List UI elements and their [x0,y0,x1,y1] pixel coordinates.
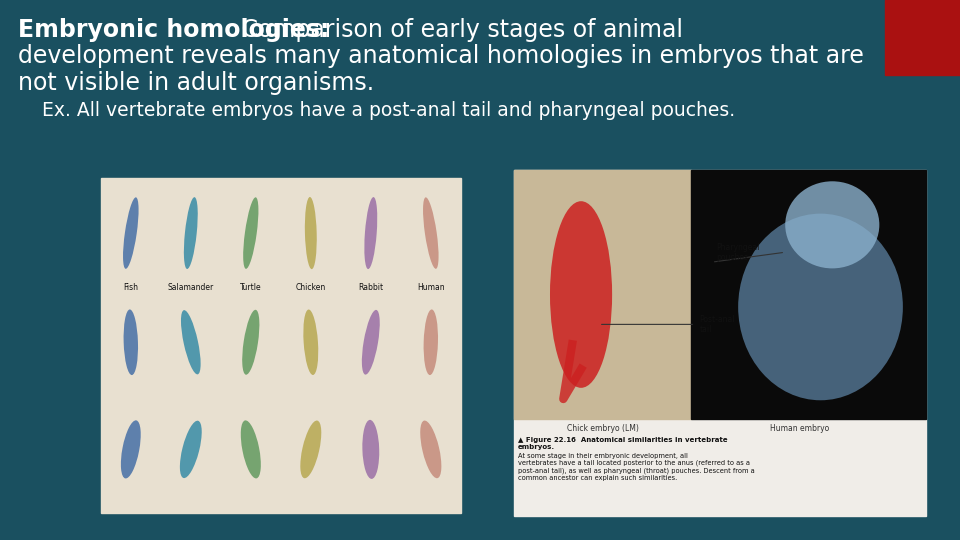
Text: Chicken: Chicken [296,283,326,292]
Ellipse shape [738,214,902,400]
Ellipse shape [305,197,317,269]
Ellipse shape [181,310,201,374]
Ellipse shape [423,197,439,269]
Text: Fish: Fish [123,283,138,292]
Ellipse shape [362,310,380,375]
Text: Post-anal
tail: Post-anal tail [699,315,734,334]
Ellipse shape [365,197,377,269]
Text: development reveals many anatomical homologies in embryos that are: development reveals many anatomical homo… [18,44,864,69]
Ellipse shape [241,420,261,478]
Text: Chick embryo (LM): Chick embryo (LM) [567,424,639,433]
Bar [885,0,960,75]
Ellipse shape [550,201,612,388]
Text: At some stage in their embryonic development, all
vertebrates have a tail locate: At some stage in their embryonic develop… [517,453,755,481]
Text: Human: Human [417,283,444,292]
Text: Ex. All vertebrate embryos have a post-anal tail and pharyngeal pouches.: Ex. All vertebrate embryos have a post-a… [18,101,735,120]
Ellipse shape [243,197,258,269]
Ellipse shape [123,197,138,269]
Ellipse shape [785,181,879,268]
Ellipse shape [184,197,198,269]
Text: Comparison of early stages of animal: Comparison of early stages of animal [233,18,683,42]
Text: Salamander: Salamander [168,283,214,292]
Ellipse shape [423,309,438,375]
Ellipse shape [121,420,141,478]
Text: not visible in adult organisms.: not visible in adult organisms. [18,71,374,94]
Bar [691,170,926,419]
Ellipse shape [420,421,442,478]
Text: Embryonic homologies:: Embryonic homologies: [18,18,329,42]
Ellipse shape [300,421,322,478]
Ellipse shape [362,420,379,479]
Bar [514,170,926,516]
Ellipse shape [303,309,319,375]
Ellipse shape [180,421,202,478]
Text: Rabbit: Rabbit [358,283,383,292]
Bar [514,170,691,419]
Text: Human embryo: Human embryo [770,424,828,433]
Ellipse shape [242,310,259,375]
Text: Turtle: Turtle [240,283,262,292]
Text: Pharyngeal
pouches: Pharyngeal pouches [716,242,759,262]
Bar [101,178,461,513]
Ellipse shape [124,309,138,375]
Text: ▲ Figure 22.16  Anatomical similarities in vertebrate
embryos.: ▲ Figure 22.16 Anatomical similarities i… [517,437,728,450]
